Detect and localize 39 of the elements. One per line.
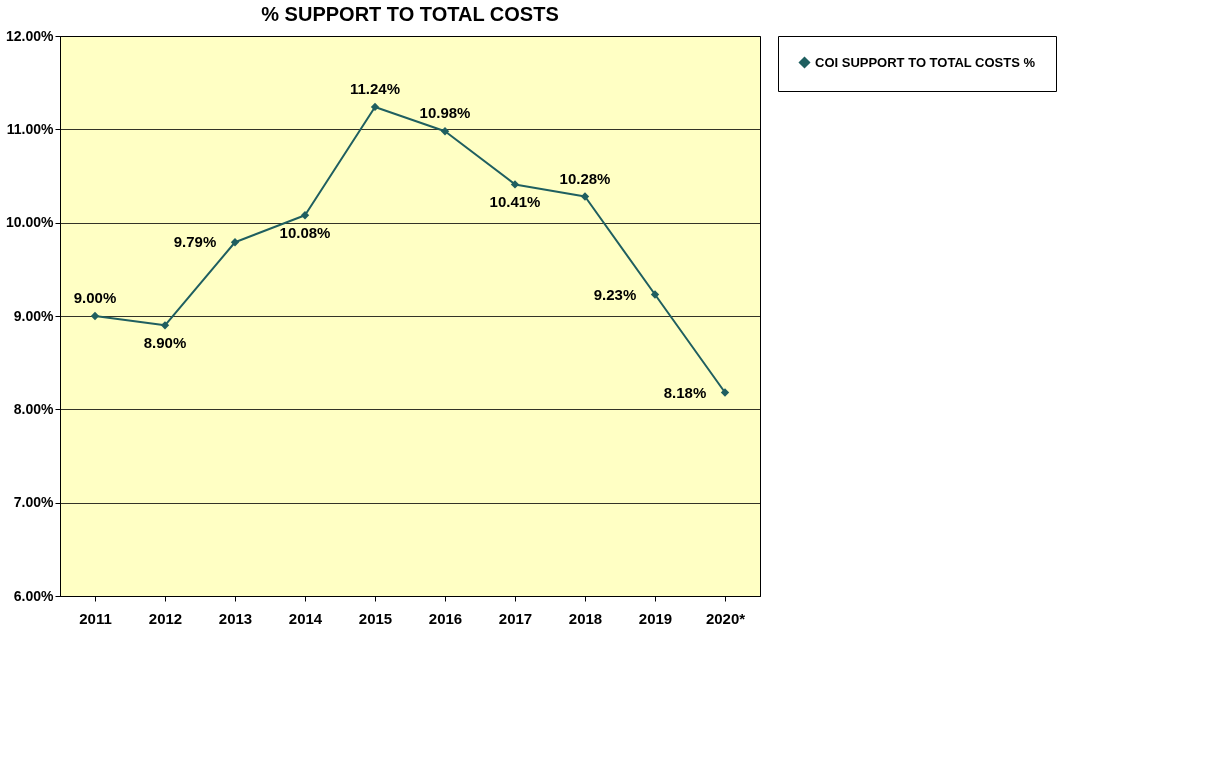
x-tick-label: 2018 [568, 609, 603, 627]
point [90, 311, 100, 321]
point [370, 102, 380, 112]
text: 10.41% [489, 193, 541, 211]
y-tick-label: 6.00% [13, 587, 55, 604]
point [230, 238, 240, 247]
text: 10.08% [279, 224, 331, 242]
legend-label: COI SUPPORT TO TOTAL COSTS % [815, 54, 1036, 70]
point [650, 290, 660, 299]
x-tick-label: 2016 [428, 609, 463, 627]
text: 11.24% [349, 79, 401, 97]
x-tick-label: 2015 [358, 609, 393, 627]
chart-title: % SUPPORT TO TOTAL COSTS [261, 3, 559, 25]
y-tick-label: 10.00% [6, 214, 55, 231]
x-tick-label: 2017 [498, 609, 533, 627]
point [160, 321, 170, 330]
text: 8.90% [143, 334, 187, 352]
x-tick-label: 2012 [148, 609, 183, 627]
y-tick-label: 7.00% [13, 494, 55, 511]
x-tick-label: 2013 [218, 609, 253, 627]
text: 10.28% [559, 169, 611, 187]
y-tick-label: 11.00% [6, 120, 55, 137]
point [510, 180, 520, 189]
point [300, 211, 310, 220]
text: 9.79% [173, 233, 217, 251]
text: 8.18% [663, 383, 707, 401]
y-tick-label: 8.00% [13, 400, 55, 417]
x-tick-label: 2011 [79, 609, 112, 627]
point [580, 192, 590, 201]
y-tick-label: 9.00% [13, 307, 55, 324]
x-tick-label: 2020* [705, 609, 746, 627]
x-tick-label: 2014 [288, 609, 323, 627]
text: 10.98% [419, 104, 471, 122]
x-tick-label: 2019 [638, 609, 673, 627]
text: 9.00% [73, 289, 117, 306]
point [720, 388, 730, 397]
point [440, 127, 450, 136]
text: 9.23% [593, 285, 637, 303]
y-tick-label: 12.00% [6, 27, 55, 44]
